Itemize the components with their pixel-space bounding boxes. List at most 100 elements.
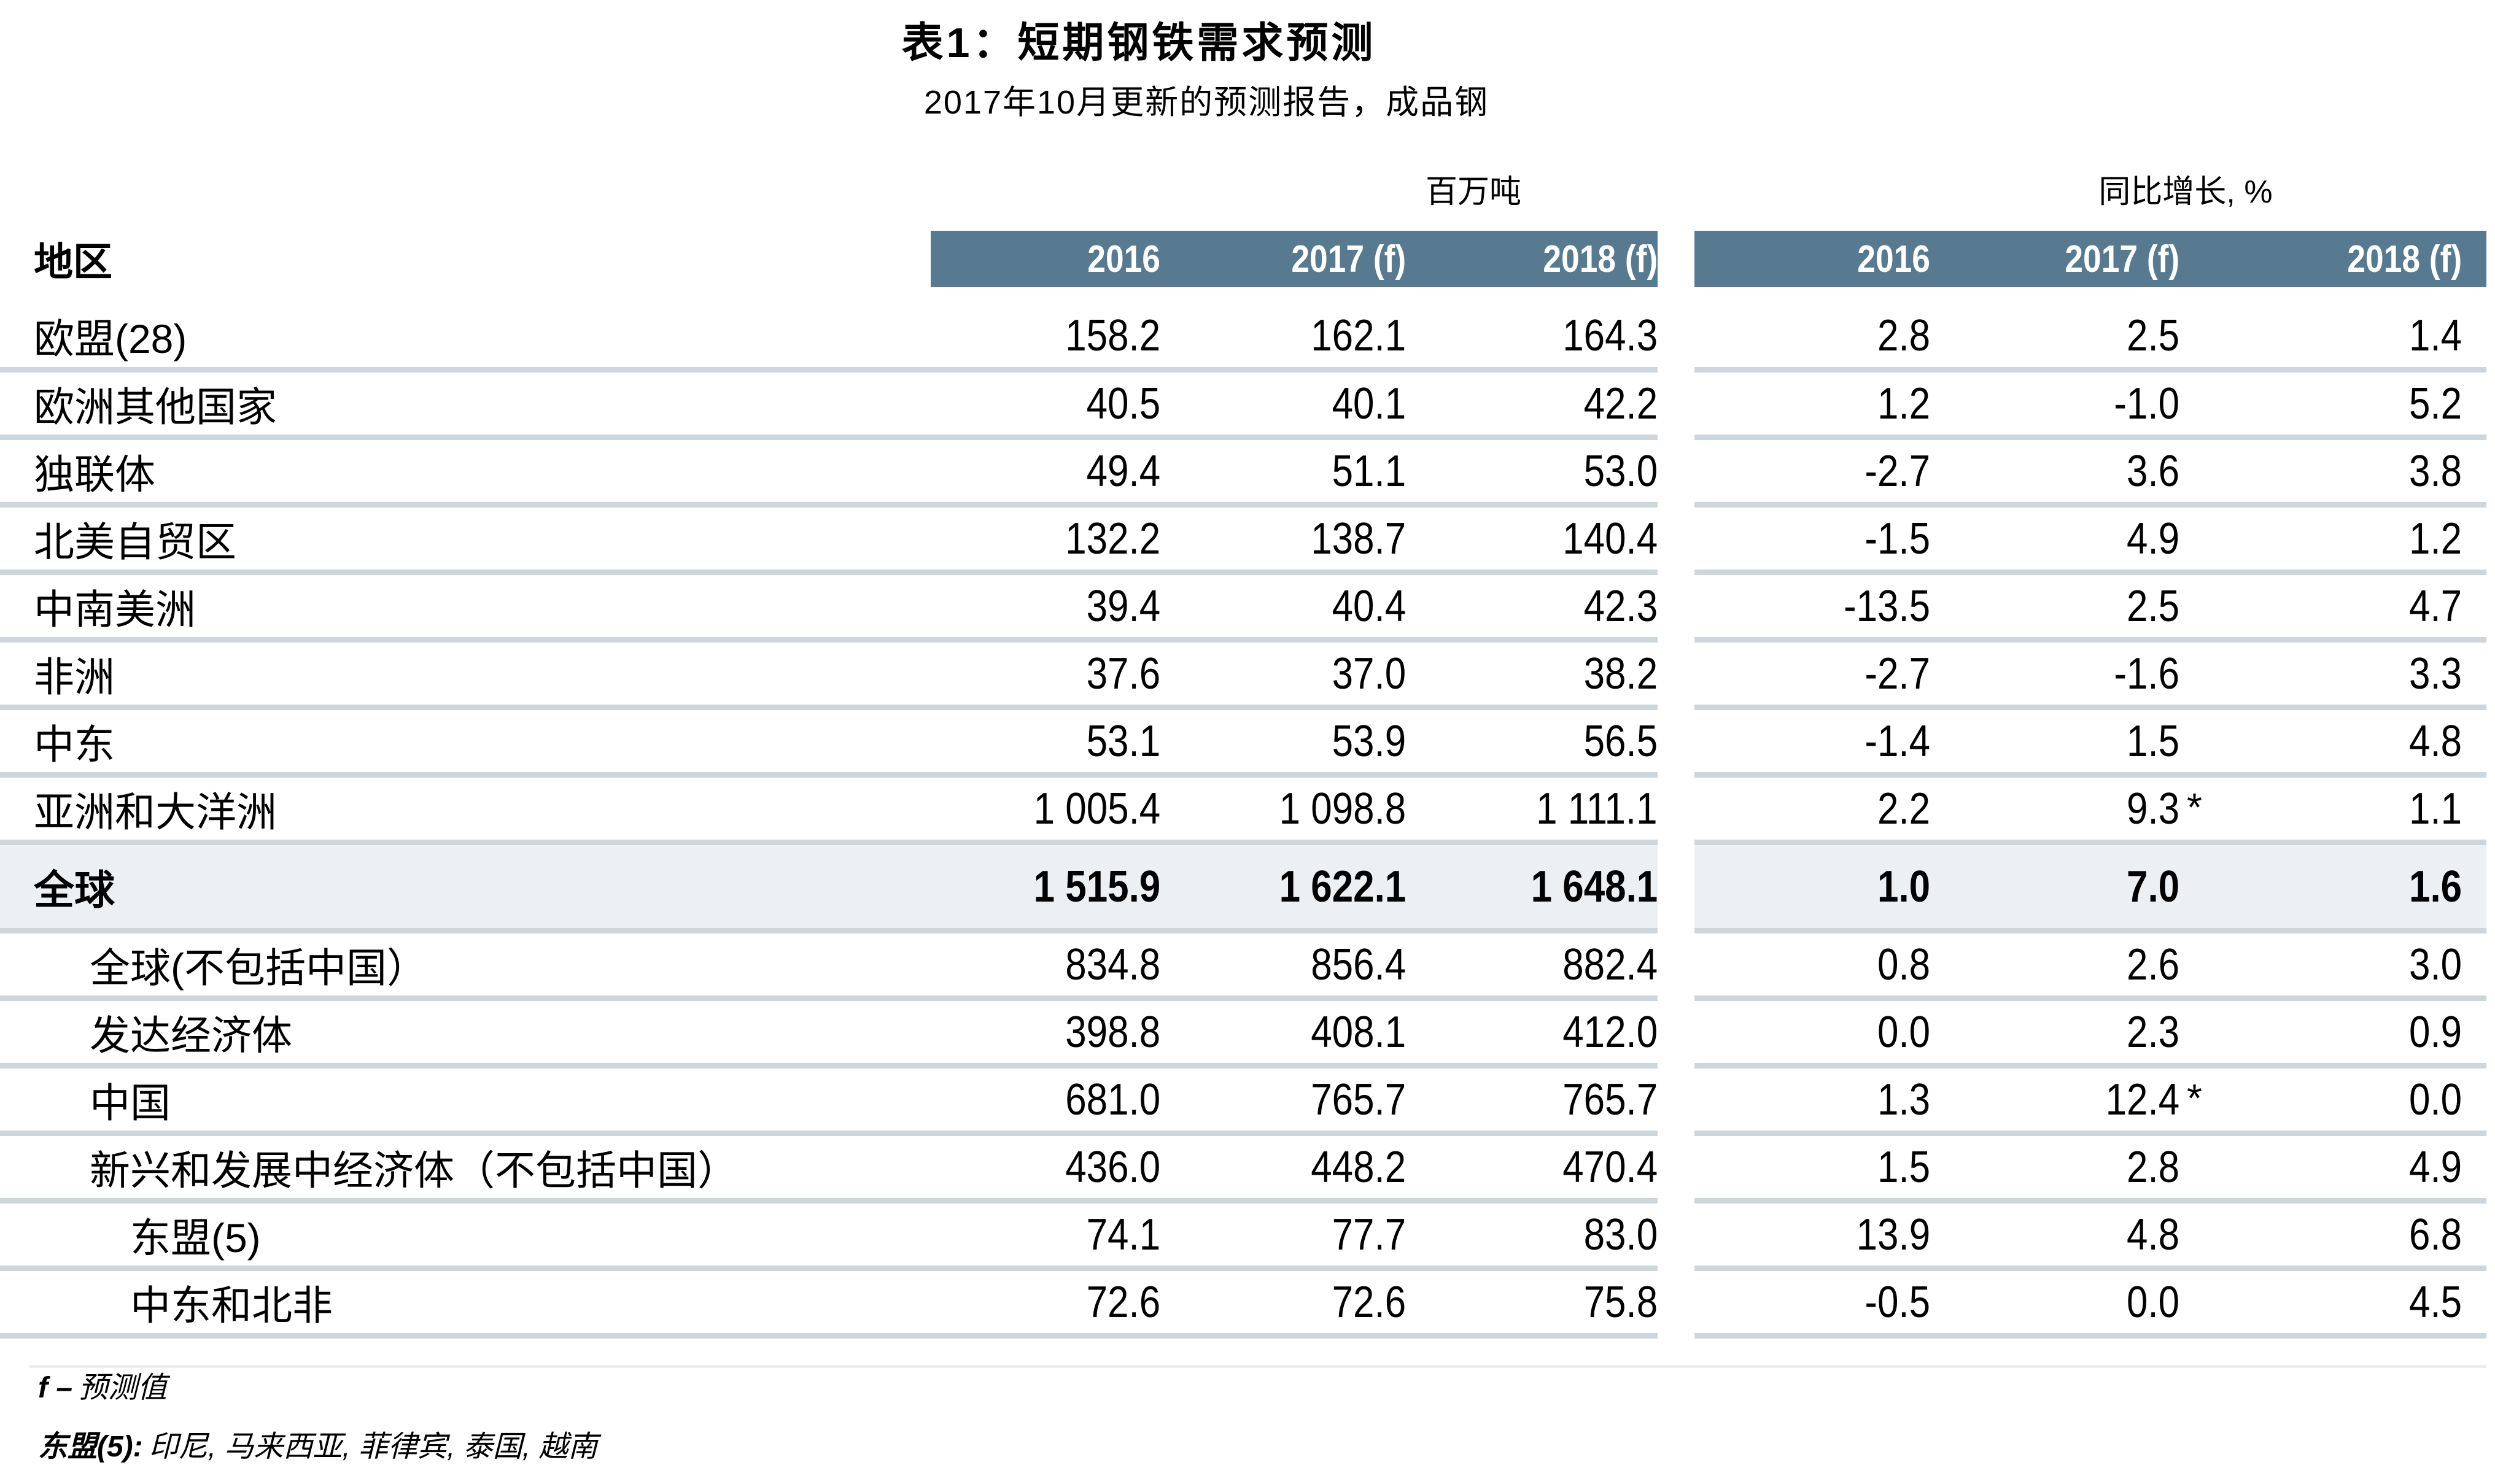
yoy-2018-value: 4.5	[2179, 1271, 2486, 1339]
yoy-2016-value: 2.2	[1694, 778, 1930, 845]
yoy-2018-value: 4.7	[2179, 575, 2486, 643]
mt-2018-value: 56.5	[1406, 710, 1658, 778]
mt-2016-value: 1 005.4	[931, 778, 1160, 845]
yoy-2018-value: 1.2	[2179, 508, 2486, 575]
yoy-2018-value: 1.4	[2179, 277, 2486, 373]
row-label: 中东	[0, 710, 931, 778]
mt-2018-header: 2018 (f)	[1406, 231, 1658, 287]
table-header-row: 地区 2016 2017 (f) 2018 (f) 2016 2017 (f) …	[0, 231, 2486, 287]
yoy-2016-value: 2.8	[1694, 277, 1930, 373]
mt-2017-value: 1 622.1	[1160, 845, 1406, 933]
yoy-2018-value: 6.8	[2179, 1204, 2486, 1271]
column-gutter	[1658, 1001, 1694, 1069]
mt-2016-value: 1 515.9	[931, 845, 1160, 933]
mt-2017-header: 2017 (f)	[1160, 231, 1406, 287]
row-label: 欧洲其他国家	[0, 373, 931, 440]
mt-2016-value: 40.5	[931, 373, 1160, 440]
mt-2017-value: 77.7	[1160, 1204, 1406, 1271]
yoy-2018-value: 5.2	[2179, 373, 2486, 440]
table-row-middle-east: 中东 53.1 53.9 56.5 -1.4 1.5 4.8	[0, 710, 2486, 778]
mt-2016-value: 834.8	[931, 933, 1160, 1001]
mt-2017-value: 51.1	[1160, 440, 1406, 508]
yoy-2016-value: -2.7	[1694, 643, 1930, 710]
mt-2016-value: 681.0	[931, 1069, 1160, 1136]
yoy-2017-value: 7.0*	[1930, 845, 2202, 933]
column-gutter	[1658, 1069, 1694, 1136]
mt-2018-value: 42.2	[1406, 373, 1658, 440]
column-gutter	[1658, 710, 1694, 778]
yoy-2016-value: 13.9	[1694, 1204, 1930, 1271]
footnote-symbol: 东盟(5):	[38, 1431, 143, 1463]
mt-2018-value: 83.0	[1406, 1204, 1658, 1271]
yoy-2016-value: 1.0	[1694, 845, 1930, 933]
mt-2017-value: 37.0	[1160, 643, 1406, 710]
mt-2016-value: 398.8	[931, 1001, 1160, 1069]
mt-2016-value: 436.0	[931, 1136, 1160, 1204]
row-label: 北美自贸区	[0, 508, 931, 575]
column-gutter	[1658, 643, 1694, 710]
mt-2016-value: 53.1	[931, 710, 1160, 778]
column-gutter	[1658, 575, 1694, 643]
yoy-2016-value: -2.7	[1694, 440, 1930, 508]
yoy-2018-value: 3.0	[2179, 933, 2486, 1001]
table-row-cis: 独联体 49.4 51.1 53.0 -2.7 3.6 3.8	[0, 440, 2486, 508]
yoy-2018-value: 0.9	[2179, 1001, 2486, 1069]
yoy-2017-value: 4.9	[1930, 508, 2179, 575]
mt-2018-value: 53.0	[1406, 440, 1658, 508]
mt-2017-value: 72.6	[1160, 1271, 1406, 1339]
row-label: 中东和北非	[0, 1271, 931, 1339]
yoy-2017-value: 2.8	[1930, 1136, 2179, 1204]
yoy-2016-value: 1.5	[1694, 1136, 1930, 1204]
table-row-asia-oceania: 亚洲和大洋洲 1 005.4 1 098.8 1 111.1 2.2 9.3 * …	[0, 778, 2486, 845]
column-gutter	[1658, 508, 1694, 575]
yoy-2018-value: 4.9	[2179, 1136, 2486, 1204]
yoy-2016-value: -0.5	[1694, 1271, 1930, 1339]
yoy-2016-value: 0.8	[1694, 933, 1930, 1001]
row-label: 东盟(5)	[0, 1204, 931, 1271]
mt-2018-value: 1 111.1	[1406, 778, 1658, 845]
yoy-2018-header: 2018 (f)	[2179, 231, 2486, 287]
yoy-2018-value: 3.8	[2179, 440, 2486, 508]
yoy-2016-value: 1.2	[1694, 373, 1930, 440]
column-gutter	[1658, 373, 1694, 440]
yoy-2016-header: 2016	[1694, 231, 1930, 287]
mt-2016-value: 49.4	[931, 440, 1160, 508]
row-label: 欧盟(28)	[0, 277, 931, 373]
yoy-2018-value: 1.6	[2179, 845, 2486, 933]
yoy-2017-value: 0.0	[1930, 1271, 2179, 1339]
row-label: 全球(不包括中国）	[0, 933, 931, 1001]
mt-2018-value: 470.4	[1406, 1136, 1658, 1204]
mt-2017-value: 162.1	[1160, 277, 1406, 373]
footnote-text: 预测值	[79, 1372, 168, 1404]
mt-2018-value: 765.7	[1406, 1069, 1658, 1136]
mt-2017-value: 765.7	[1160, 1069, 1406, 1136]
footnote-forecast-definition: f – 预测值	[38, 1374, 597, 1403]
row-label: 全球	[0, 845, 931, 933]
footnote-symbol: f –	[38, 1372, 73, 1404]
footnote-text: 印尼, 马来西亚, 菲律宾, 泰国, 越南	[149, 1431, 598, 1463]
table-row-asean5: 东盟(5) 74.1 77.7 83.0 13.9 4.8 6.8	[0, 1204, 2486, 1271]
row-label: 非洲	[0, 643, 931, 710]
mt-2017-value: 448.2	[1160, 1136, 1406, 1204]
yoy-2018-value: 1.1	[2179, 778, 2486, 845]
mt-2016-value: 132.2	[931, 508, 1160, 575]
mt-2018-value: 882.4	[1406, 933, 1658, 1001]
column-gutter	[1658, 845, 1694, 933]
row-label: 亚洲和大洋洲	[0, 778, 931, 845]
region-column-header: 地区	[34, 240, 112, 284]
unit-label-yoy-growth: 同比增长, %	[2098, 174, 2273, 210]
mt-2016-value: 158.2	[931, 277, 1160, 373]
yoy-2016-value: -1.4	[1694, 710, 1930, 778]
table-row-world-total: 全球 1 515.9 1 622.1 1 648.1 1.0 7.0* 1.6	[0, 845, 2486, 933]
column-gutter	[1658, 1204, 1694, 1271]
mt-2017-value: 53.9	[1160, 710, 1406, 778]
yoy-2017-value: -1.6	[1930, 643, 2179, 710]
mt-2018-value: 38.2	[1406, 643, 1658, 710]
yoy-2016-value: -13.5	[1694, 575, 1930, 643]
mt-2018-value: 412.0	[1406, 1001, 1658, 1069]
yoy-2018-value: 3.3	[2179, 643, 2486, 710]
yoy-2017-value: 3.6	[1930, 440, 2179, 508]
row-label: 发达经济体	[0, 1001, 931, 1069]
table-row-developed-economies: 发达经济体 398.8 408.1 412.0 0.0 2.3 0.9	[0, 1001, 2486, 1069]
